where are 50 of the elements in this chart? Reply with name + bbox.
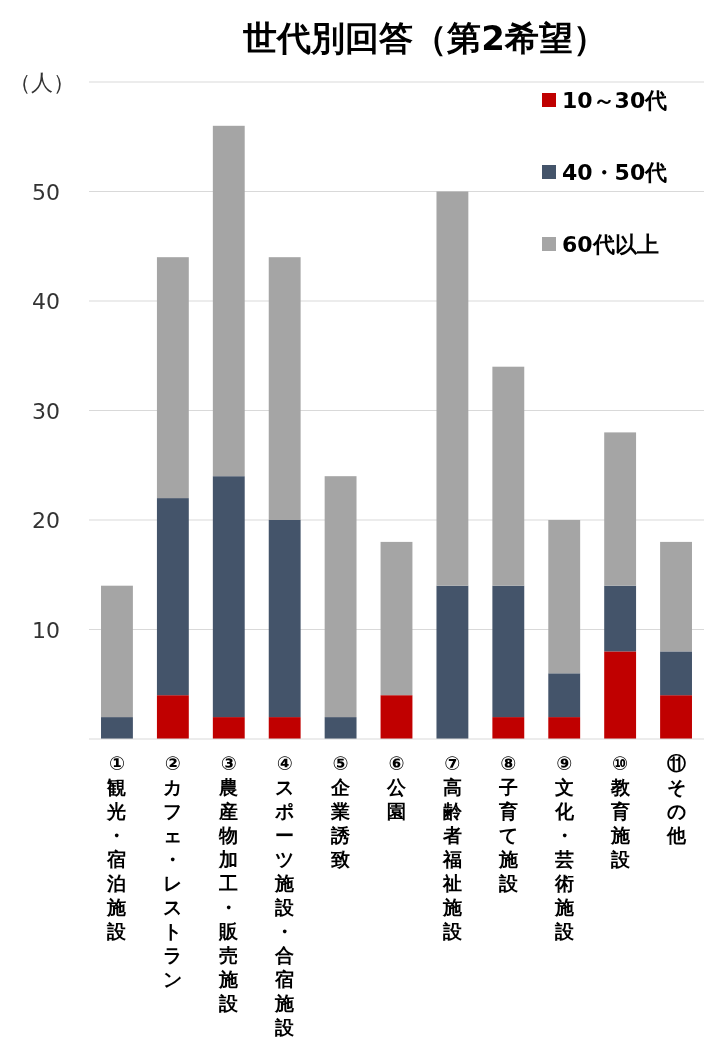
- bar: [660, 695, 692, 739]
- y-tick-label: 50: [32, 179, 60, 205]
- bar: [324, 717, 357, 739]
- x-tick-label: ⑪その他: [665, 752, 687, 846]
- bar: [548, 717, 581, 739]
- y-tick-label: 20: [32, 508, 60, 533]
- bar: [380, 541, 413, 696]
- bar: [101, 585, 133, 718]
- bar: [436, 191, 469, 586]
- bar: [492, 717, 525, 739]
- legend-label: 10～30代: [562, 88, 668, 113]
- x-tick-label: ⑦高齢者福祉施設: [441, 752, 463, 942]
- x-tick-label: ①観光・宿泊施設: [106, 752, 128, 942]
- x-tick-label: ⑩教育施設: [609, 752, 631, 870]
- legend-label: 60代以上: [562, 232, 659, 257]
- bar: [660, 541, 692, 652]
- x-tick-label: ⑤企業誘致: [330, 752, 352, 870]
- bar: [156, 695, 189, 739]
- bar: [324, 476, 357, 718]
- bar: [492, 585, 525, 718]
- chart-title: 世代別回答（第2希望）: [242, 18, 607, 58]
- legend-label: 40・50代: [562, 160, 668, 185]
- bar: [156, 257, 189, 499]
- y-tick-label: 40: [32, 289, 60, 314]
- x-tick-label: ⑧子育て施設: [497, 752, 519, 894]
- bar: [268, 717, 301, 739]
- bar: [548, 673, 581, 718]
- bar: [212, 717, 245, 739]
- bar: [101, 717, 133, 739]
- category-label: ④スポーツ施設・合宿施設: [275, 752, 295, 1038]
- bar: [212, 476, 245, 718]
- y-tick-label: 10: [32, 617, 60, 643]
- bar: [604, 651, 637, 739]
- bar: [604, 585, 637, 652]
- bar: [156, 498, 189, 696]
- bar: [268, 257, 301, 520]
- x-tick-label: ⑥公園: [386, 752, 407, 822]
- bar: [212, 125, 245, 477]
- y-axis-title: （人）: [9, 70, 75, 95]
- category-label: ③農産物加工・販売施設: [219, 752, 239, 1014]
- bar: [268, 520, 301, 718]
- y-tick-label: 30: [32, 398, 60, 424]
- bar: [436, 585, 469, 739]
- bar: [660, 651, 692, 696]
- x-tick-label: ⑨文化・芸術施設: [553, 752, 575, 942]
- bar: [604, 432, 637, 586]
- category-label: ②カフェ・レストラン: [163, 752, 183, 990]
- bar: [492, 366, 525, 586]
- bar: [380, 695, 413, 739]
- bar: [548, 520, 581, 674]
